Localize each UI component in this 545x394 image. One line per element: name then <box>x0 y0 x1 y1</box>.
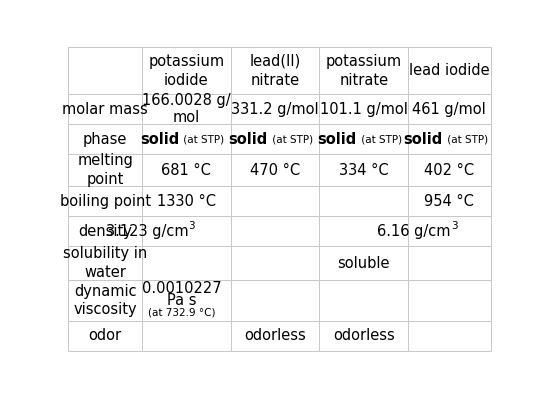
Text: lead(II)
nitrate: lead(II) nitrate <box>250 54 301 87</box>
Text: potassium
nitrate: potassium nitrate <box>326 54 402 87</box>
Text: 470 °C: 470 °C <box>250 163 300 178</box>
Bar <box>142 186 231 216</box>
Text: molar mass: molar mass <box>62 102 148 117</box>
Text: solid: solid <box>229 132 268 147</box>
Text: 3: 3 <box>451 221 458 231</box>
Bar <box>408 47 490 94</box>
Text: lead iodide: lead iodide <box>409 63 489 78</box>
Text: 101.1 g/mol: 101.1 g/mol <box>320 102 408 117</box>
Bar <box>408 246 490 280</box>
Bar <box>142 246 231 280</box>
Text: (at STP): (at STP) <box>269 134 313 144</box>
Text: 166.0028 g/
mol: 166.0028 g/ mol <box>142 93 231 125</box>
Bar <box>319 280 408 321</box>
Bar <box>231 94 319 124</box>
Bar <box>68 94 142 124</box>
Bar <box>231 216 319 246</box>
Bar <box>319 186 408 216</box>
Bar <box>68 154 142 186</box>
Bar <box>319 154 408 186</box>
Bar <box>408 94 490 124</box>
Text: 334 °C: 334 °C <box>339 163 389 178</box>
Bar <box>231 321 319 351</box>
Bar <box>408 216 490 246</box>
Bar <box>408 154 490 186</box>
Bar <box>408 124 490 154</box>
Bar <box>319 216 408 246</box>
Text: (at 732.9 °C): (at 732.9 °C) <box>148 307 216 318</box>
Bar <box>408 186 490 216</box>
Bar <box>319 124 408 154</box>
Text: 3.123 g/cm: 3.123 g/cm <box>106 224 188 239</box>
Text: 3: 3 <box>189 221 195 231</box>
Bar <box>231 280 319 321</box>
Bar <box>231 246 319 280</box>
Text: density: density <box>78 224 132 239</box>
Text: (at STP): (at STP) <box>444 134 488 144</box>
Text: odorless: odorless <box>244 328 306 343</box>
Bar <box>231 154 319 186</box>
Bar <box>142 124 231 154</box>
Bar <box>319 321 408 351</box>
Bar <box>68 186 142 216</box>
Text: solid: solid <box>140 132 179 147</box>
Text: 402 °C: 402 °C <box>424 163 474 178</box>
Text: solubility in
water: solubility in water <box>63 246 147 280</box>
Bar <box>231 124 319 154</box>
Bar <box>408 280 490 321</box>
Text: 954 °C: 954 °C <box>425 193 474 208</box>
Bar <box>142 154 231 186</box>
Text: 331.2 g/mol: 331.2 g/mol <box>231 102 319 117</box>
Bar <box>142 280 231 321</box>
Bar <box>319 94 408 124</box>
Text: melting
point: melting point <box>77 153 133 187</box>
Text: 681 °C: 681 °C <box>161 163 211 178</box>
Text: (at STP): (at STP) <box>180 134 224 144</box>
Text: 1330 °C: 1330 °C <box>157 193 216 208</box>
Bar <box>68 124 142 154</box>
Text: boiling point: boiling point <box>59 193 150 208</box>
Text: phase: phase <box>83 132 128 147</box>
Text: 461 g/mol: 461 g/mol <box>413 102 486 117</box>
Text: (at STP): (at STP) <box>358 134 402 144</box>
Text: dynamic
viscosity: dynamic viscosity <box>73 284 137 317</box>
Bar <box>231 186 319 216</box>
Bar <box>68 321 142 351</box>
Text: 0.0010227: 0.0010227 <box>142 281 222 296</box>
Text: solid: solid <box>317 132 356 147</box>
Text: potassium
iodide: potassium iodide <box>148 54 225 87</box>
Text: solid: solid <box>403 132 443 147</box>
Text: 6.16 g/cm: 6.16 g/cm <box>378 224 451 239</box>
Text: soluble: soluble <box>337 256 390 271</box>
Bar <box>68 246 142 280</box>
Text: odorless: odorless <box>333 328 395 343</box>
Bar <box>408 321 490 351</box>
Bar <box>142 47 231 94</box>
Bar <box>68 280 142 321</box>
Bar <box>68 47 142 94</box>
Bar <box>68 216 142 246</box>
Bar <box>231 47 319 94</box>
Bar <box>319 246 408 280</box>
Text: Pa s: Pa s <box>167 293 197 308</box>
Bar <box>142 216 231 246</box>
Text: odor: odor <box>88 328 122 343</box>
Bar <box>142 94 231 124</box>
Bar <box>319 47 408 94</box>
Bar <box>142 321 231 351</box>
